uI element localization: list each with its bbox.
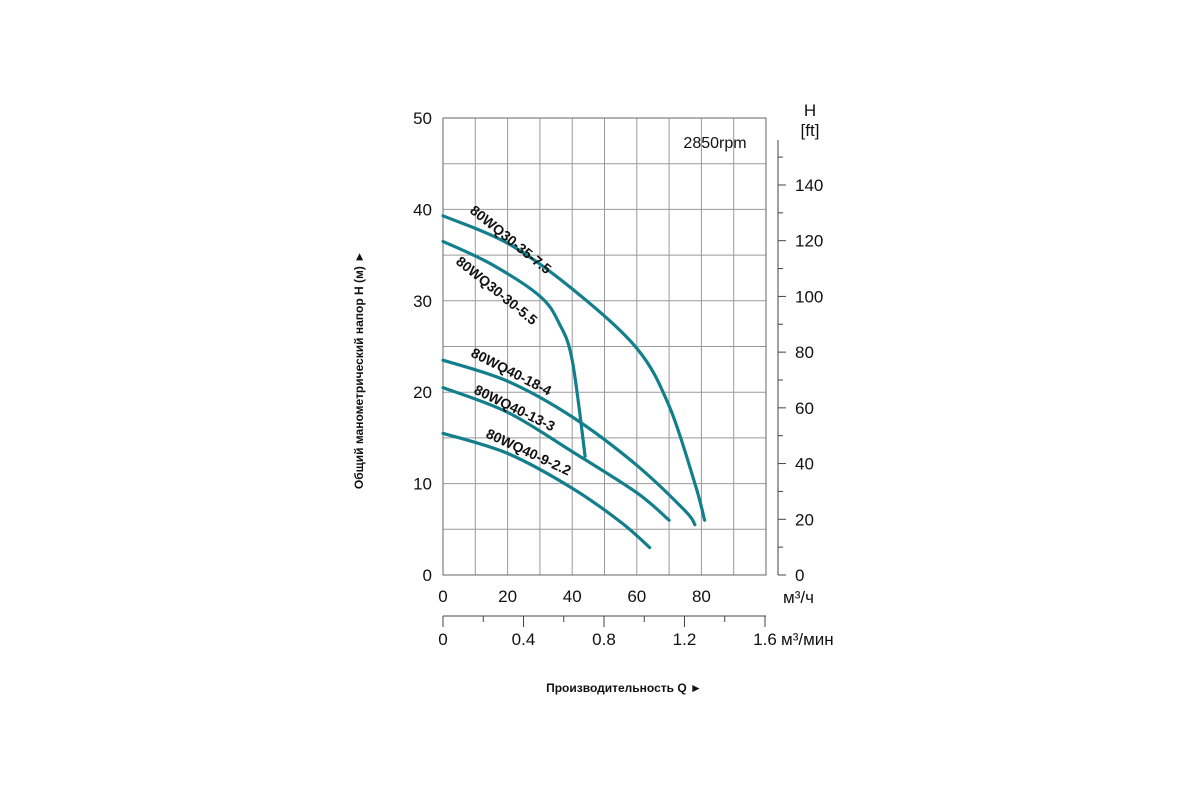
x-axis-unit: м³/ч bbox=[783, 588, 814, 607]
x-tick-label: 40 bbox=[563, 587, 582, 606]
x-tick-label: 80 bbox=[692, 587, 711, 606]
x-tick-label: 60 bbox=[627, 587, 646, 606]
axes: 0 10 20 30 40 50 0 20 40 60 80 100 120 140 0 20 40 60 80 0 0… bbox=[413, 109, 823, 649]
curve-80WQ30-35-7.5 bbox=[441, 214, 707, 522]
plot-frame bbox=[442, 117, 767, 576]
x2-tick-label: 0 bbox=[438, 630, 447, 649]
x2-tick-label: 0.4 bbox=[512, 630, 536, 649]
x2-tick-label: 1.6 bbox=[753, 630, 777, 649]
x2-tick-label: 0.8 bbox=[592, 630, 616, 649]
x-tick-label: 20 bbox=[498, 587, 517, 606]
plot-grid bbox=[442, 117, 767, 576]
y2-tick-label: 120 bbox=[795, 232, 823, 251]
y-axis-title: Общий манометрический напор H (м) ► bbox=[352, 251, 366, 489]
y-tick-label: 20 bbox=[413, 383, 432, 402]
y2-tick-label: 100 bbox=[795, 287, 823, 306]
y2-tick-label: 80 bbox=[795, 343, 814, 362]
y-tick-label: 30 bbox=[413, 292, 432, 311]
curve-80WQ40-9-2.2 bbox=[441, 431, 652, 550]
right-axis-title: H bbox=[804, 101, 816, 120]
y2-tick-label: 60 bbox=[795, 399, 814, 418]
y-tick-label: 10 bbox=[413, 475, 432, 494]
curve-80WQ30-30-5.5 bbox=[441, 239, 587, 458]
x2-tick-label: 1.2 bbox=[673, 630, 697, 649]
x2-axis-unit: м³/мин bbox=[781, 630, 834, 649]
y2-tick-label: 0 bbox=[795, 566, 804, 585]
curve-80WQ40-13-3 bbox=[441, 386, 671, 522]
chart-labels: 80WQ30-35-7.580WQ30-30-5.580WQ40-18-480W… bbox=[453, 202, 574, 479]
y2-tick-label: 140 bbox=[795, 176, 823, 195]
y-tick-label: 50 bbox=[413, 109, 432, 128]
y2-tick-label: 40 bbox=[795, 455, 814, 474]
y2-tick-label: 20 bbox=[795, 510, 814, 529]
series-label: 80WQ30-30-5.5 bbox=[453, 253, 541, 328]
curve-80WQ40-18-4 bbox=[441, 358, 697, 527]
y-tick-label: 0 bbox=[423, 566, 432, 585]
series-label: 80WQ40-9-2.2 bbox=[484, 425, 574, 478]
right-axis-unit: [ft] bbox=[801, 121, 820, 140]
x-tick-label: 0 bbox=[438, 587, 447, 606]
pump-curves bbox=[441, 214, 707, 550]
x-axis-title: Производительность Q ► bbox=[546, 681, 702, 695]
rpm-annotation: 2850rpm bbox=[683, 135, 746, 152]
y-tick-label: 40 bbox=[413, 200, 432, 219]
